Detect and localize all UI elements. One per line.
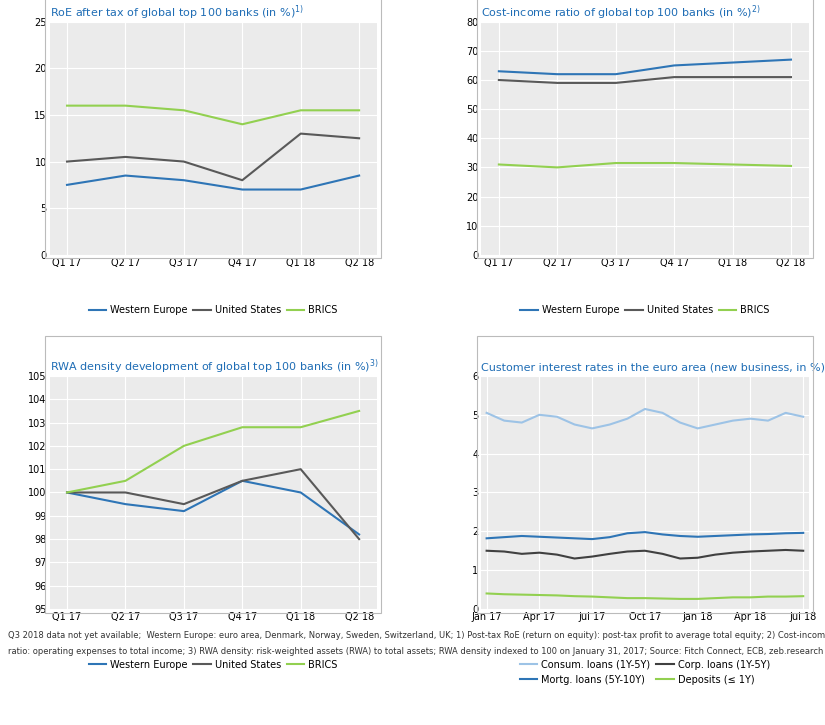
Text: Customer interest rates in the euro area (new business, in %): Customer interest rates in the euro area… xyxy=(481,362,825,373)
Legend: Western Europe, United States, BRICS: Western Europe, United States, BRICS xyxy=(516,302,773,320)
Legend: Western Europe, United States, BRICS: Western Europe, United States, BRICS xyxy=(85,302,342,320)
Text: RWA density development of global top 100 banks (in %)$^{3)}$: RWA density development of global top 10… xyxy=(50,357,378,376)
Text: ratio: operating expenses to total income; 3) RWA density: risk-weighted assets : ratio: operating expenses to total incom… xyxy=(8,647,823,655)
Legend: Consum. loans (1Y-5Y), Mortg. loans (5Y-10Y), Corp. loans (1Y-5Y), Deposits (≤ 1: Consum. loans (1Y-5Y), Mortg. loans (5Y-… xyxy=(516,656,774,689)
Text: Q3 2018 data not yet available;  Western Europe: euro area, Denmark, Norway, Swe: Q3 2018 data not yet available; Western … xyxy=(8,631,825,639)
Text: Cost-income ratio of global top 100 banks (in %)$^{2)}$: Cost-income ratio of global top 100 bank… xyxy=(481,3,761,22)
Text: RoE after tax of global top 100 banks (in %)$^{1)}$: RoE after tax of global top 100 banks (i… xyxy=(50,3,304,22)
Legend: Western Europe, United States, BRICS: Western Europe, United States, BRICS xyxy=(85,656,342,674)
